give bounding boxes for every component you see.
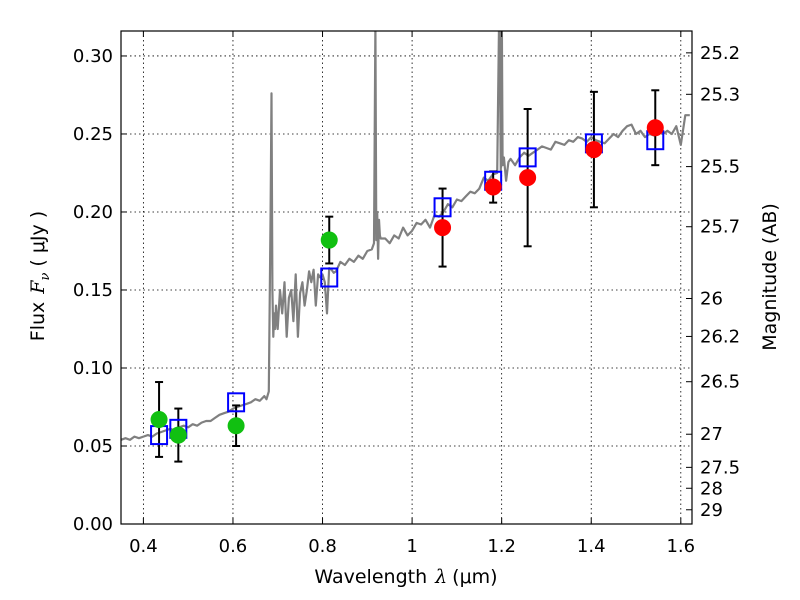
magnitude-tick-label: 25.5 [700, 157, 740, 178]
model-point [518, 147, 537, 168]
observed-photometry-points [150, 119, 664, 444]
y-tick-label: 0.25 [73, 124, 113, 145]
magnitude-tick-label: 26 [700, 288, 723, 309]
x-tick-label: 1.2 [487, 536, 516, 557]
error-bars [155, 89, 660, 463]
y-tick-label: 0.15 [73, 280, 113, 301]
y-tick-label: 0.10 [73, 358, 113, 379]
x-tick-label: 0.8 [308, 536, 337, 557]
x-axis-label: Wavelength λ (μm) [314, 566, 497, 588]
observed-point [227, 417, 245, 435]
x-tick-label: 1.6 [666, 536, 695, 557]
observed-point [646, 119, 664, 137]
magnitude-tick-label: 28 [700, 478, 723, 499]
observed-point [484, 178, 502, 196]
magnitude-tick-label: 29 [700, 500, 723, 521]
magnitude-tick-label: 26.5 [700, 372, 740, 393]
spectrum-layer [121, 31, 690, 441]
model-point [433, 197, 452, 218]
observed-point [585, 141, 603, 159]
magnitude-tick-label: 25.2 [700, 43, 740, 64]
y-tick-label: 0.20 [73, 202, 113, 223]
observed-point [519, 169, 537, 187]
plot-frame [120, 30, 693, 525]
y2-axis-label: Magnitude (AB) [759, 203, 781, 351]
x-tick-label: 0.6 [219, 536, 248, 557]
x-tick-label: 0.4 [129, 536, 158, 557]
magnitude-tick-label: 25.3 [700, 84, 740, 105]
model-point [320, 267, 339, 288]
observed-point [434, 219, 452, 237]
magnitude-tick-label: 26.2 [700, 326, 740, 347]
observed-point [169, 426, 187, 444]
template-spectrum-line [121, 31, 690, 441]
magnitude-tick-label: 27.5 [700, 457, 740, 478]
model-point [227, 392, 246, 413]
x-tick-label: 1.4 [577, 536, 606, 557]
model-photometry-squares [150, 130, 665, 446]
x-tick-label: 1 [406, 536, 417, 557]
observed-point [150, 410, 168, 428]
axis-ticks: 0.4 0.6 0.8 1 1.2 1.4 1.6 0.00 0.05 0.10 0.15 0.20 0… [73, 31, 740, 557]
magnitude-tick-label: 25.7 [700, 217, 740, 238]
grid [121, 31, 692, 525]
y-tick-label: 0.00 [73, 514, 113, 535]
y-axis-label: FluxFν( μJy ) [27, 211, 53, 341]
observed-point [320, 231, 338, 249]
y-tick-label: 0.30 [73, 46, 113, 67]
magnitude-tick-label: 27 [700, 424, 723, 445]
y-tick-label: 0.05 [73, 436, 113, 457]
